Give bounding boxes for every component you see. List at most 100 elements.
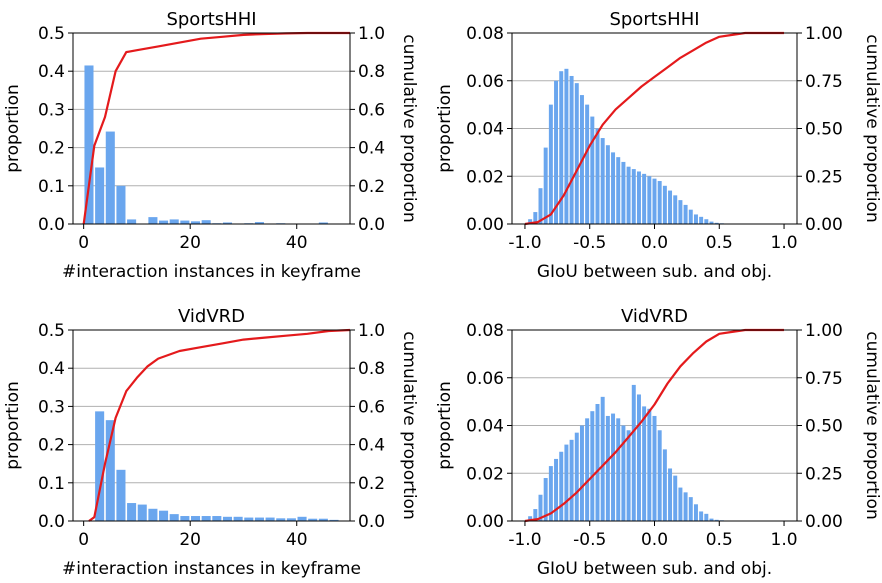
histogram-bar bbox=[105, 131, 115, 224]
histogram-bar bbox=[688, 497, 693, 521]
x-tick-label: 40 bbox=[286, 530, 308, 550]
y-axis-label: proportion bbox=[3, 84, 23, 173]
y2-tick-label: 1.0 bbox=[358, 24, 385, 44]
histogram-bar bbox=[673, 475, 678, 521]
y2-tick-label: 0.6 bbox=[358, 100, 385, 120]
histogram-bar bbox=[548, 104, 553, 224]
y-axis-label: proportion bbox=[3, 381, 23, 470]
y2-tick-label: 0.00 bbox=[805, 512, 843, 532]
histogram-bar bbox=[590, 411, 595, 521]
histogram-bar bbox=[662, 185, 667, 224]
histogram-bar bbox=[668, 190, 673, 224]
y-tick-label: 0.08 bbox=[466, 24, 504, 44]
chart-title: VidVRD bbox=[178, 306, 245, 327]
histogram-bar bbox=[318, 222, 328, 224]
histogram-bar bbox=[636, 171, 641, 224]
y-tick-label: 0.02 bbox=[466, 464, 504, 484]
chart-title: SportsHHI bbox=[609, 9, 699, 30]
y-axis-label: proportion bbox=[435, 381, 455, 470]
x-tick-label: 0 bbox=[78, 233, 89, 253]
histogram-bar bbox=[222, 516, 233, 521]
histogram-bar bbox=[95, 167, 105, 224]
histogram-bar bbox=[543, 147, 548, 224]
histogram-bar bbox=[709, 221, 714, 224]
histogram-bar bbox=[84, 65, 94, 224]
histogram-bar bbox=[159, 510, 169, 521]
histogram-bar bbox=[533, 509, 538, 521]
histogram-bar bbox=[533, 212, 538, 224]
y2-tick-label: 0.4 bbox=[358, 436, 385, 456]
x-tick-label: -1.0 bbox=[508, 233, 541, 253]
histogram-bar bbox=[621, 161, 626, 224]
y2-tick-label: 0.75 bbox=[805, 369, 843, 389]
y2-tick-label: 0.00 bbox=[805, 215, 843, 235]
histogram-bar bbox=[605, 145, 610, 224]
histogram-bar bbox=[662, 449, 667, 521]
histogram-bar bbox=[626, 166, 631, 224]
y2-tick-label: 0.8 bbox=[358, 359, 385, 379]
y2-tick-label: 0.2 bbox=[358, 177, 385, 197]
y-tick-label: 0.3 bbox=[38, 397, 65, 417]
x-tick-label: 0 bbox=[78, 530, 89, 550]
y-tick-label: 0.4 bbox=[38, 62, 65, 82]
histogram-bar bbox=[569, 75, 574, 224]
y-tick-label: 0.04 bbox=[466, 417, 504, 437]
histogram-bar bbox=[95, 411, 105, 521]
histogram-bar bbox=[647, 408, 652, 521]
x-axis-label: #interaction instances in keyframe bbox=[62, 262, 361, 282]
histogram-bar bbox=[190, 516, 201, 521]
histogram-bar bbox=[678, 200, 683, 224]
histogram-bar bbox=[668, 468, 673, 521]
histogram-bar bbox=[564, 68, 569, 224]
y2-tick-label: 0.0 bbox=[358, 215, 385, 235]
y2-tick-label: 0.4 bbox=[358, 139, 385, 159]
histogram-bar bbox=[543, 478, 548, 521]
y2-tick-label: 0.6 bbox=[358, 397, 385, 417]
histogram-bar bbox=[318, 518, 328, 521]
histogram-bar bbox=[297, 516, 307, 521]
histogram-bar bbox=[201, 516, 211, 521]
histogram-bar bbox=[616, 418, 621, 521]
y2-tick-label: 0.75 bbox=[805, 72, 843, 92]
y-tick-label: 0.2 bbox=[38, 436, 65, 456]
histogram-bar bbox=[554, 458, 559, 521]
histogram-bar bbox=[169, 514, 179, 521]
histogram-bar bbox=[538, 494, 543, 521]
histogram-bar bbox=[611, 413, 616, 521]
histogram-bar bbox=[528, 219, 533, 224]
histogram-bar bbox=[704, 219, 709, 224]
y2-tick-label: 0.25 bbox=[805, 464, 843, 484]
x-tick-label: 0.5 bbox=[706, 233, 733, 253]
histogram-bar bbox=[600, 396, 605, 521]
histogram-bar bbox=[548, 466, 553, 521]
cumulative-line bbox=[524, 31, 784, 226]
histogram-bar bbox=[652, 415, 657, 521]
histogram-bar bbox=[528, 516, 533, 521]
y2-axis-label: cumulative proportion bbox=[862, 331, 882, 519]
histogram-bar bbox=[574, 83, 579, 224]
histogram-bar bbox=[559, 451, 564, 521]
y-axis-label: proportion bbox=[435, 84, 455, 173]
y2-tick-label: 0.50 bbox=[805, 120, 843, 140]
histogram-bar bbox=[673, 195, 678, 224]
y-tick-label: 0.00 bbox=[466, 215, 504, 235]
histogram-bar bbox=[180, 220, 190, 224]
panel-vidvrd-giou: 0.000.020.040.060.080.000.250.500.751.00… bbox=[435, 306, 882, 579]
y-tick-label: 0.1 bbox=[38, 474, 65, 494]
histogram-bar bbox=[657, 430, 662, 521]
histogram-bar bbox=[127, 219, 137, 224]
x-tick-label: 40 bbox=[286, 233, 308, 253]
x-tick-label: 1.0 bbox=[771, 530, 798, 550]
x-axis-label: GIoU between sub. and obj. bbox=[537, 262, 772, 282]
y-tick-label: 0.06 bbox=[466, 72, 504, 92]
y-tick-label: 0.0 bbox=[38, 512, 65, 532]
y-tick-label: 0.5 bbox=[38, 321, 65, 341]
y2-tick-label: 0.8 bbox=[358, 62, 385, 82]
x-tick-label: -1.0 bbox=[508, 530, 541, 550]
panel-vidvrd-count: 0.0 0.1 0.2 0.3 0.4 0.5 0.0 0.2 0.4 0.6 0.8 1.0 0 20 4… bbox=[3, 306, 419, 579]
y-tick-label: 0.4 bbox=[38, 359, 65, 379]
histogram-bar bbox=[148, 508, 158, 521]
cumulative-line bbox=[524, 328, 784, 523]
histogram-bar bbox=[105, 420, 115, 521]
histogram-bar bbox=[137, 504, 147, 521]
